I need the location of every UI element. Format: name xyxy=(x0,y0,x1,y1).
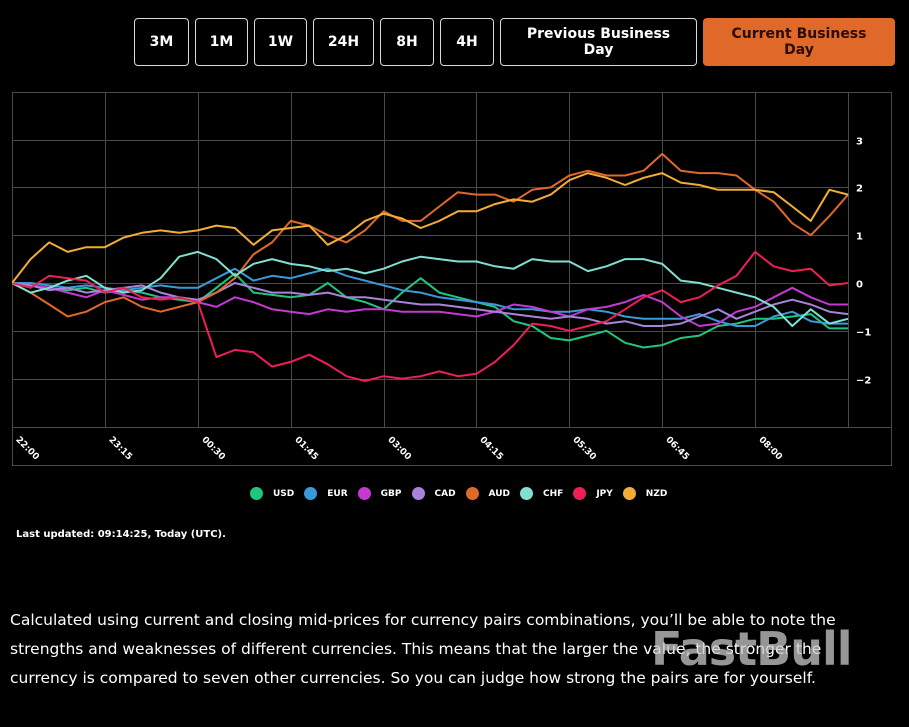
currency-strength-chart: 3 2 1 0 −1 −2 22:00 23:15 00:30 01:45 03:00 04:15 05… xyxy=(12,92,892,466)
x-tick-label: 22:00 xyxy=(13,435,40,462)
x-tick-label: 06:45 xyxy=(663,435,690,462)
legend-label: CHF xyxy=(543,488,564,499)
range-button-1w[interactable]: 1W xyxy=(254,18,307,66)
x-tick-label: 01:45 xyxy=(292,435,319,462)
legend-label: USD xyxy=(273,488,295,499)
legend-color-dot-icon xyxy=(520,487,534,500)
legend-item-chf[interactable]: CHF xyxy=(520,487,563,500)
legend-item-aud[interactable]: AUD xyxy=(465,487,511,500)
legend-item-eur[interactable]: EUR xyxy=(304,487,348,500)
legend-color-dot-icon xyxy=(357,487,371,500)
range-button-1m[interactable]: 1M xyxy=(195,18,248,66)
series-line-cad[interactable] xyxy=(12,282,849,327)
x-tick-label: 00:30 xyxy=(199,435,226,462)
range-button-8h[interactable]: 8H xyxy=(380,18,434,66)
y-tick-label: 3 xyxy=(856,137,863,148)
time-range-selector: 3M 1M 1W 24H 8H 4H Previous Business Day… xyxy=(134,18,895,66)
x-tick-label: 05:30 xyxy=(570,435,597,462)
legend-color-dot-icon xyxy=(304,487,318,500)
series-line-nzd[interactable] xyxy=(12,172,849,284)
range-button-previous-business-day[interactable]: Previous Business Day xyxy=(500,18,697,66)
legend-color-dot-icon xyxy=(465,487,479,500)
range-button-24h[interactable]: 24H xyxy=(313,18,374,66)
x-tick-label: 23:15 xyxy=(106,435,133,462)
last-updated-text: Last updated: 09:14:25, Today (UTC). xyxy=(16,529,226,540)
x-tick-label: 04:15 xyxy=(477,435,504,462)
x-tick-label: 08:00 xyxy=(756,435,783,462)
legend-color-dot-icon xyxy=(411,487,425,500)
series-line-jpy[interactable] xyxy=(12,250,849,382)
description-paragraph: Calculated using current and closing mid… xyxy=(10,611,836,687)
range-button-4h[interactable]: 4H xyxy=(440,18,494,66)
series-line-usd[interactable] xyxy=(12,272,848,349)
y-tick-label: 1 xyxy=(856,232,863,243)
y-tick-label: −1 xyxy=(856,328,871,339)
range-button-current-business-day[interactable]: Current Business Day xyxy=(703,18,895,66)
legend-item-nzd[interactable]: NZD xyxy=(622,487,668,500)
series-line-aud[interactable] xyxy=(12,152,849,318)
legend-item-jpy[interactable]: JPY xyxy=(573,487,613,500)
range-button-3m[interactable]: 3M xyxy=(134,18,189,66)
x-tick-label: 03:00 xyxy=(385,435,412,462)
y-tick-label: −2 xyxy=(856,376,871,387)
chart-canvas: 3 2 1 0 −1 −2 22:00 23:15 00:30 01:45 03:00 04:15 05… xyxy=(12,92,892,466)
legend-label: EUR xyxy=(327,488,348,499)
legend-item-gbp[interactable]: GBP xyxy=(357,487,402,500)
legend-label: JPY xyxy=(596,488,613,499)
legend-color-dot-icon xyxy=(622,487,636,500)
chart-frame xyxy=(12,92,892,466)
series-line-eur[interactable] xyxy=(12,267,848,327)
series-line-chf[interactable] xyxy=(12,250,849,327)
legend-color-dot-icon xyxy=(250,487,263,500)
chart-legend: USD EUR GBP CAD AUD CHF JPY NZD xyxy=(250,487,677,500)
y-tick-label: 0 xyxy=(856,280,863,291)
legend-label: AUD xyxy=(488,488,511,499)
legend-label: CAD xyxy=(434,488,456,499)
legend-item-usd[interactable]: USD xyxy=(250,487,294,500)
legend-item-cad[interactable]: CAD xyxy=(411,487,456,500)
legend-label: NZD xyxy=(645,488,668,499)
legend-color-dot-icon xyxy=(573,487,587,500)
y-tick-label: 2 xyxy=(856,184,863,195)
legend-label: GBP xyxy=(380,488,402,499)
